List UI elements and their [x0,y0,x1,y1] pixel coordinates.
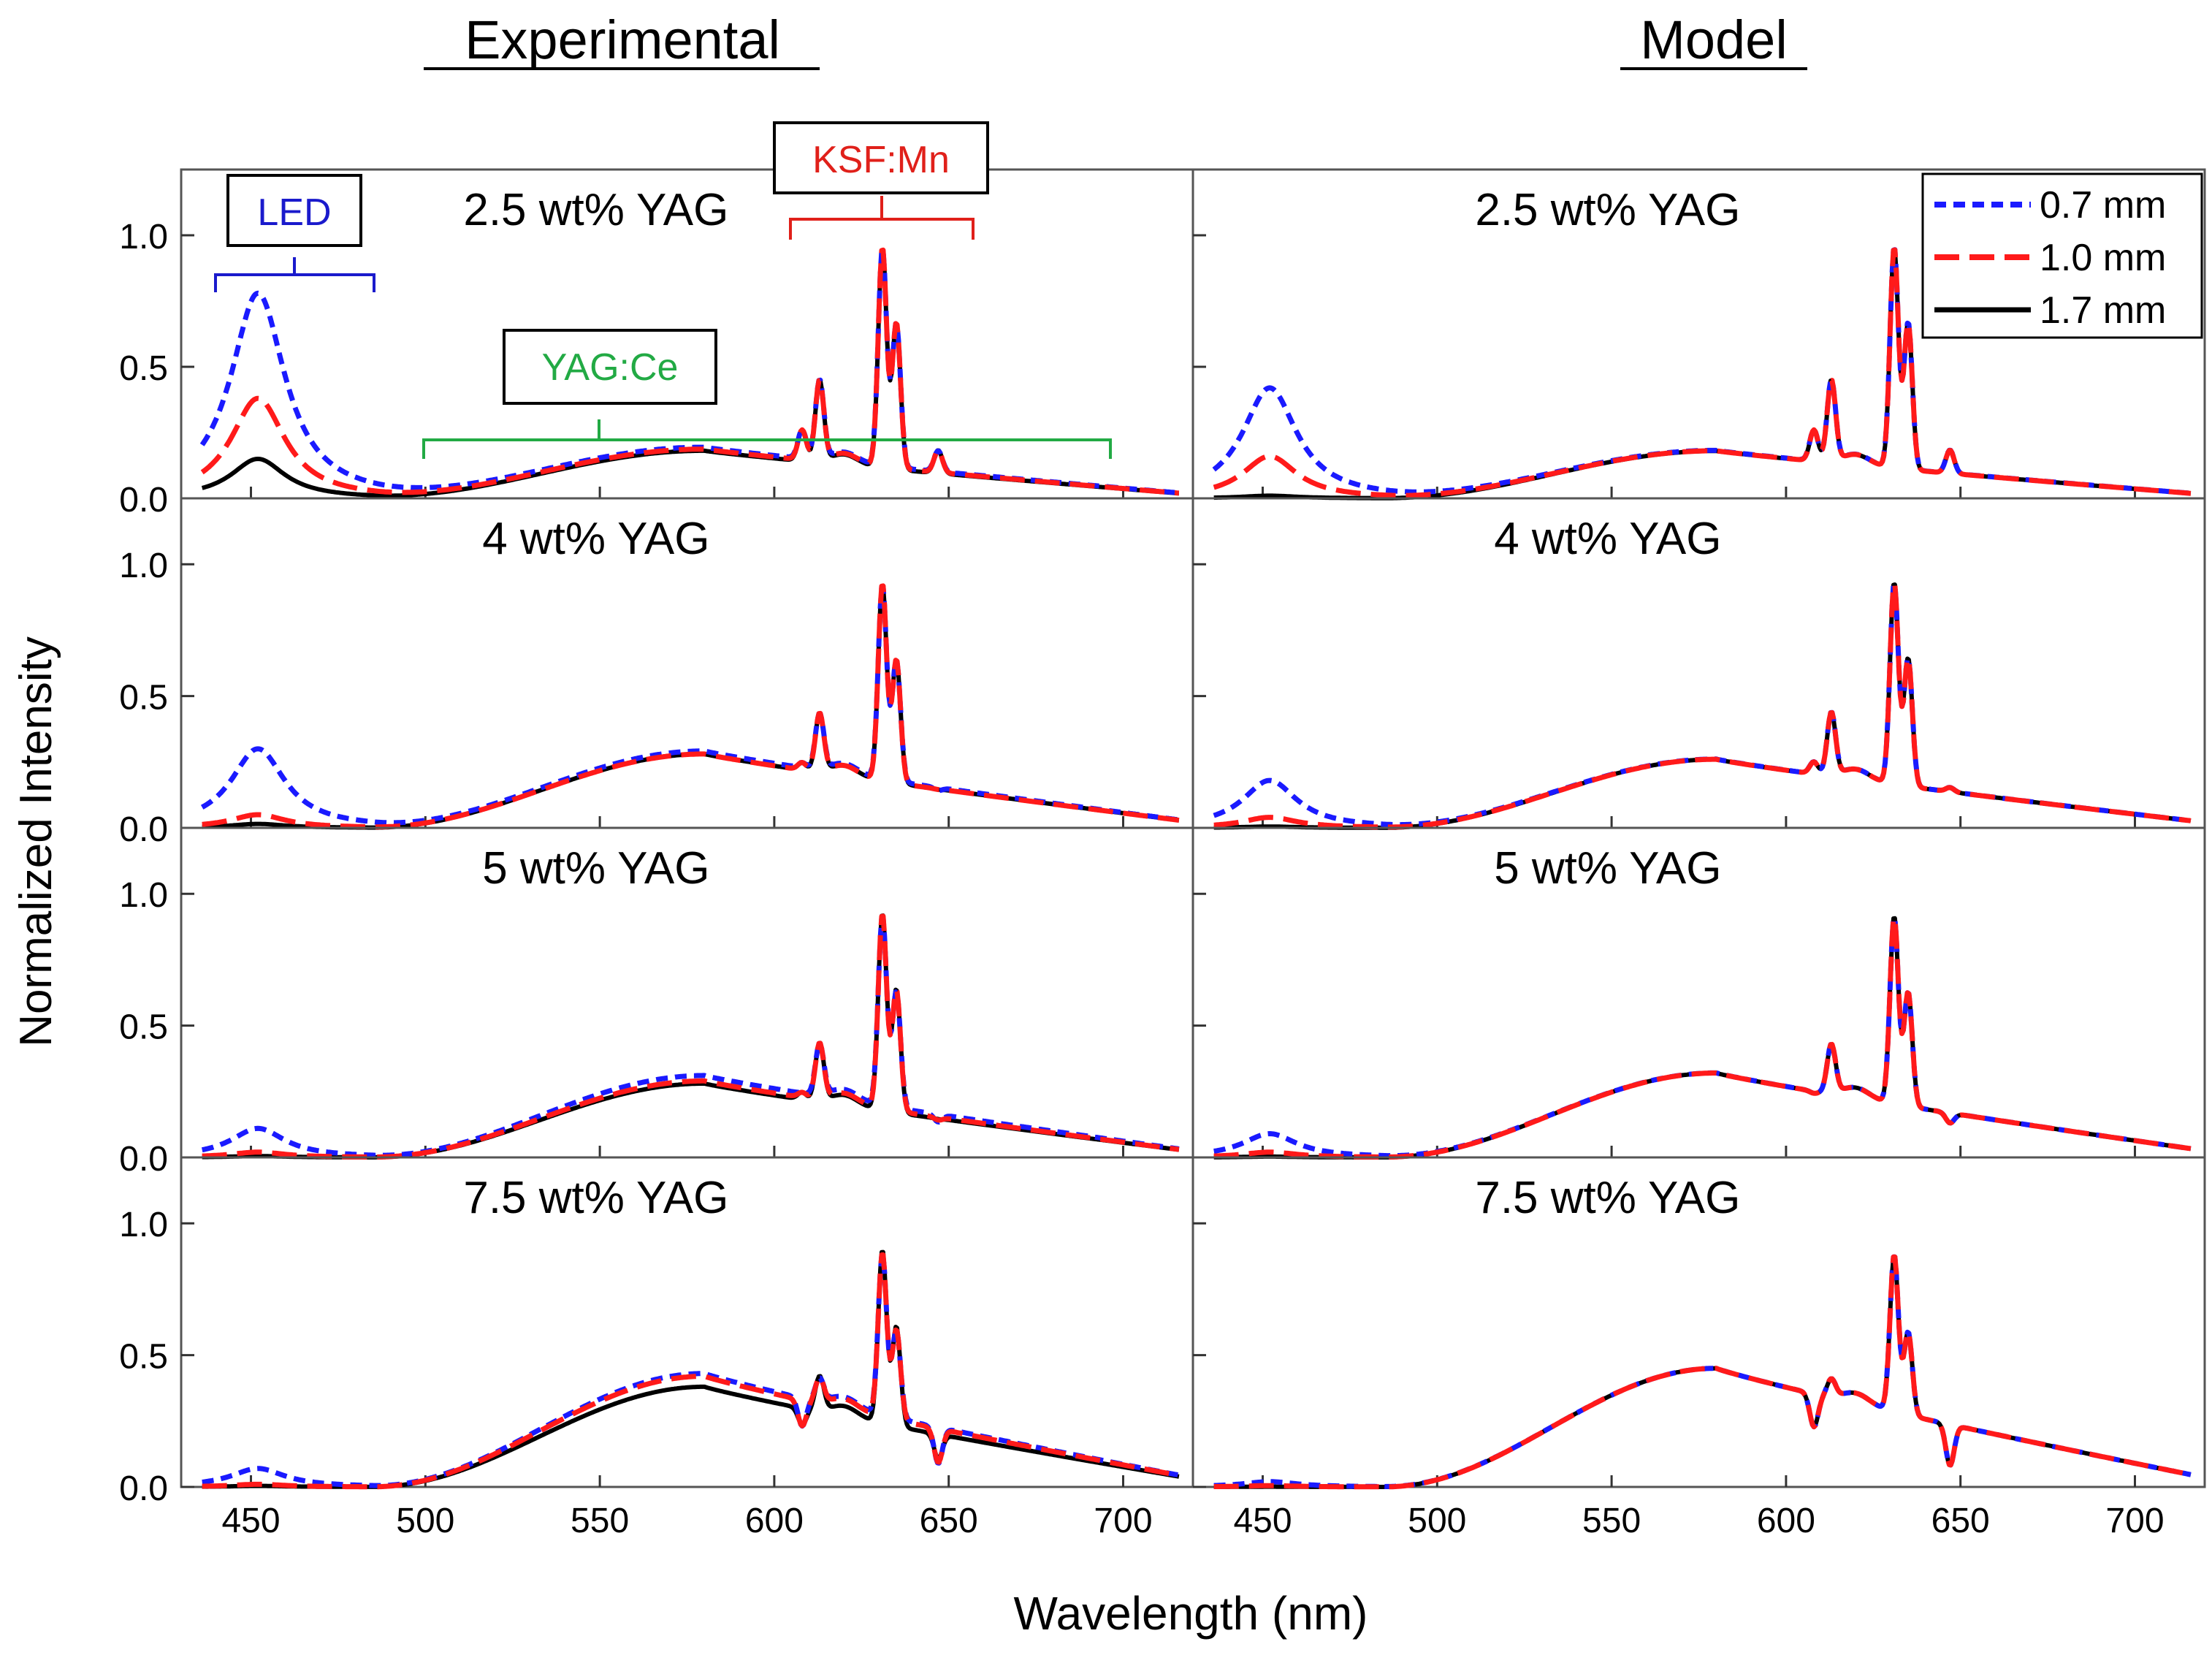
series-line-0.7mm [1212,247,2192,496]
series-line-1.0mm [1213,582,2192,830]
series-line-0.7mm [201,915,1181,1158]
legend-label-1.0mm: 1.0 mm [2040,237,2166,279]
panel-exp-1: 0.0 0.5 1.0 4 wt% YAG [119,497,1194,849]
col-title-model: Model [1640,9,1788,70]
row-label: 7.5 wt% YAG [1475,1173,1740,1223]
led-annotation: LED [214,174,375,292]
ksf-annotation: KSF:Mn [773,121,989,240]
series-line-1.0mm [200,247,1181,496]
series-line-1.0mm [1213,916,2192,1160]
x-tick-label: 450 [1233,1502,1292,1540]
panel-model-2: 5 wt% YAG [1191,826,2206,1160]
y-tick-label: 0.0 [119,1140,168,1179]
series-line-0.7mm [201,1252,1181,1488]
series-line-0.7mm [1213,1254,2192,1489]
ksf-label: KSF:Mn [812,139,950,181]
row-label: 5 wt% YAG [1494,843,1721,894]
y-tick-label: 1.0 [119,547,168,585]
series-line-1.0mm [201,913,1181,1160]
x-tick-label: 450 [221,1502,280,1540]
panel-model-1: 4 wt% YAG [1191,497,2206,830]
panel-exp-3: 0.0 0.5 1.0 450 500 550 600 650 700 7.5 wt% YAG [119,1156,1194,1540]
x-tick-label: 550 [1582,1502,1641,1540]
row-label: 7.5 wt% YAG [463,1173,728,1223]
y-tick-label: 0.0 [119,481,168,520]
series-line-0.7mm [200,584,1181,826]
series-line-1.7mm [201,584,1180,830]
row-label: 4 wt% YAG [482,514,709,564]
ksf-bracket [789,196,975,240]
x-axis-label: Wavelength (nm) [1014,1587,1368,1640]
led-bracket [214,257,375,292]
x-tick-label: 550 [571,1502,629,1540]
panel-frame [1191,1156,2206,1488]
x-tick-label: 600 [745,1502,804,1540]
y-tick-label: 0.0 [119,1469,168,1508]
yag-bracket [422,419,1112,459]
series-line-0.7mm [1213,916,2192,1159]
y-tick-label: 0.5 [119,349,168,388]
y-tick-label: 0.0 [119,810,168,849]
yag-label: YAG:Ce [542,346,679,389]
row-label: 2.5 wt% YAG [463,185,728,235]
series-line-0.7mm [1213,582,2192,828]
legend: 0.7 mm 1.0 mm 1.7 mm [1921,172,2203,339]
x-tick-label: 700 [1094,1502,1152,1540]
x-tick-label: 650 [1931,1502,1990,1540]
x-tick-label: 650 [920,1502,978,1540]
series-line-1.7mm [201,1249,1180,1489]
series-line-1.0mm [201,583,1181,830]
series-line-1.0mm [1213,1254,2192,1490]
series-line-1.0mm [1213,247,2192,498]
legend-label-0.7mm: 0.7 mm [2040,184,2166,227]
y-tick-label: 1.0 [119,876,168,915]
led-label: LED [257,191,331,234]
series-line-1.0mm [201,1252,1181,1490]
panel-exp-2: 0.0 0.5 1.0 5 wt% YAG [119,826,1194,1179]
x-tick-label: 500 [396,1502,454,1540]
series-line-1.7mm [1213,916,2192,1160]
y-tick-label: 0.5 [119,1008,168,1047]
series-line-1.7mm [1213,582,2192,830]
series-line-1.7mm [201,913,1180,1160]
legend-label-1.7mm: 1.7 mm [2040,289,2166,332]
series-line-1.7mm [1213,1255,2192,1489]
panel-exp-0: 0.0 0.5 1.0 2.5 wt% YAG [119,168,1194,520]
y-axis-label: Normalized Intensity [11,636,61,1047]
x-tick-label: 700 [2105,1502,2164,1540]
panel-model-3: 450 500 550 600 650 700 7.5 wt% YAG [1191,1156,2206,1540]
ksf-label-box [773,121,989,194]
col-title-experimental: Experimental [465,9,780,70]
y-tick-label: 0.5 [119,1338,168,1377]
row-label: 4 wt% YAG [1494,514,1721,564]
y-tick-label: 1.0 [119,1206,168,1244]
yag-annotation: YAG:Ce [422,329,1112,459]
led-label-box [226,174,362,247]
row-label: 5 wt% YAG [482,843,709,894]
y-tick-label: 1.0 [119,218,168,256]
x-tick-label: 500 [1408,1502,1466,1540]
y-tick-label: 0.5 [119,679,168,718]
row-label: 2.5 wt% YAG [1475,185,1740,235]
yag-label-box [503,329,717,405]
x-tick-label: 600 [1757,1502,1815,1540]
